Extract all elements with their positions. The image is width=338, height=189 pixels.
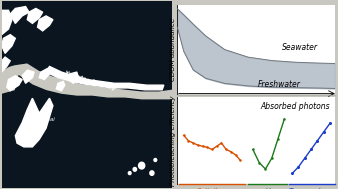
Polygon shape <box>27 9 43 23</box>
Polygon shape <box>2 76 172 188</box>
Polygon shape <box>39 68 49 80</box>
Polygon shape <box>2 35 15 53</box>
Text: Temperature: Temperature <box>289 188 333 189</box>
Polygon shape <box>67 38 172 83</box>
Text: pH: pH <box>261 188 270 189</box>
Text: Seawater: Seawater <box>282 43 318 52</box>
Polygon shape <box>7 76 22 91</box>
Polygon shape <box>38 16 53 31</box>
Polygon shape <box>10 7 29 23</box>
Polygon shape <box>56 81 65 91</box>
Text: Shanghai: Shanghai <box>30 117 55 122</box>
Polygon shape <box>46 67 164 90</box>
Circle shape <box>128 172 131 175</box>
Polygon shape <box>68 72 78 83</box>
Polygon shape <box>22 70 34 83</box>
Polygon shape <box>15 98 53 147</box>
Circle shape <box>133 167 137 171</box>
Circle shape <box>154 159 157 161</box>
Circle shape <box>150 171 154 175</box>
Text: Salinity: Salinity <box>197 188 223 189</box>
Y-axis label: Photobleaching efficiency: Photobleaching efficiency <box>170 96 176 186</box>
Text: Freshwater: Freshwater <box>258 80 301 89</box>
Circle shape <box>139 162 145 169</box>
Text: Yangtze Estuary: Yangtze Estuary <box>65 70 117 92</box>
Polygon shape <box>2 1 172 72</box>
Polygon shape <box>2 57 10 72</box>
Text: Absorbed photons: Absorbed photons <box>261 102 330 111</box>
Polygon shape <box>2 10 12 35</box>
Y-axis label: CDOM abundance: CDOM abundance <box>170 18 176 81</box>
Polygon shape <box>2 1 172 91</box>
